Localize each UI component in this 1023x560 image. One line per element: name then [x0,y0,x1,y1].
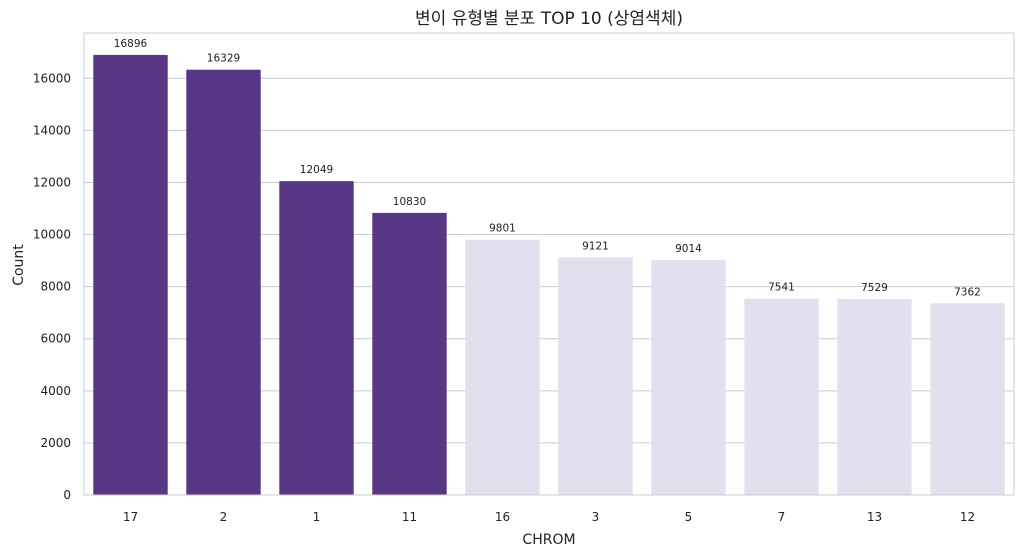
x-tick-label: 7 [778,510,786,524]
bar-5 [651,260,726,495]
bars [93,54,1005,496]
bar-11 [372,212,447,495]
data-label: 10830 [393,196,426,208]
data-label: 7541 [768,282,795,294]
x-axis-label: CHROM [522,532,575,548]
data-label: 7362 [954,286,981,298]
y-tick-label: 10000 [33,228,71,242]
y-tick-label: 14000 [33,123,71,137]
y-tick-label: 4000 [40,384,71,398]
x-axis-ticks: 17 2 1 11 16 3 5 7 13 12 [123,510,975,524]
y-tick-label: 0 [63,488,71,502]
plot-frame [83,32,1015,496]
x-tick-label: 3 [592,510,600,524]
bar-2 [186,69,261,496]
y-axis-label: Count [11,244,27,286]
data-label: 9121 [582,240,609,252]
bar-1 [279,181,354,495]
bar-17 [93,54,168,496]
bar-16 [465,239,540,495]
bar-7 [744,298,819,495]
y-tick-label: 8000 [40,280,71,294]
y-axis-ticks: 0 2000 4000 6000 8000 10000 12000 14000 16000 [33,71,71,502]
data-label: 9801 [489,223,516,235]
x-tick-label: 12 [960,510,975,524]
data-label: 12049 [300,164,333,176]
x-tick-label: 11 [402,510,417,524]
x-tick-label: 13 [867,510,882,524]
data-labels: 16896 16329 12049 10830 9801 9121 9014 7541 7529… [114,38,981,298]
data-label: 9014 [675,243,702,255]
x-tick-label: 1 [313,510,321,524]
x-tick-label: 17 [123,510,138,524]
data-label: 16896 [114,38,148,50]
y-tick-label: 2000 [40,436,71,450]
bar-3 [558,257,633,495]
x-tick-label: 5 [685,510,693,524]
x-tick-label: 2 [220,510,228,524]
x-tick-label: 16 [495,510,510,524]
chart-title: 변이 유형별 분포 TOP 10 (상염색체) [415,9,683,29]
y-tick-label: 12000 [33,175,71,189]
y-tick-label: 16000 [33,71,71,85]
y-tick-label: 6000 [40,332,71,346]
bar-12 [930,303,1005,495]
data-label: 7529 [861,282,888,294]
bar-13 [837,298,912,495]
data-label: 16329 [207,53,240,65]
